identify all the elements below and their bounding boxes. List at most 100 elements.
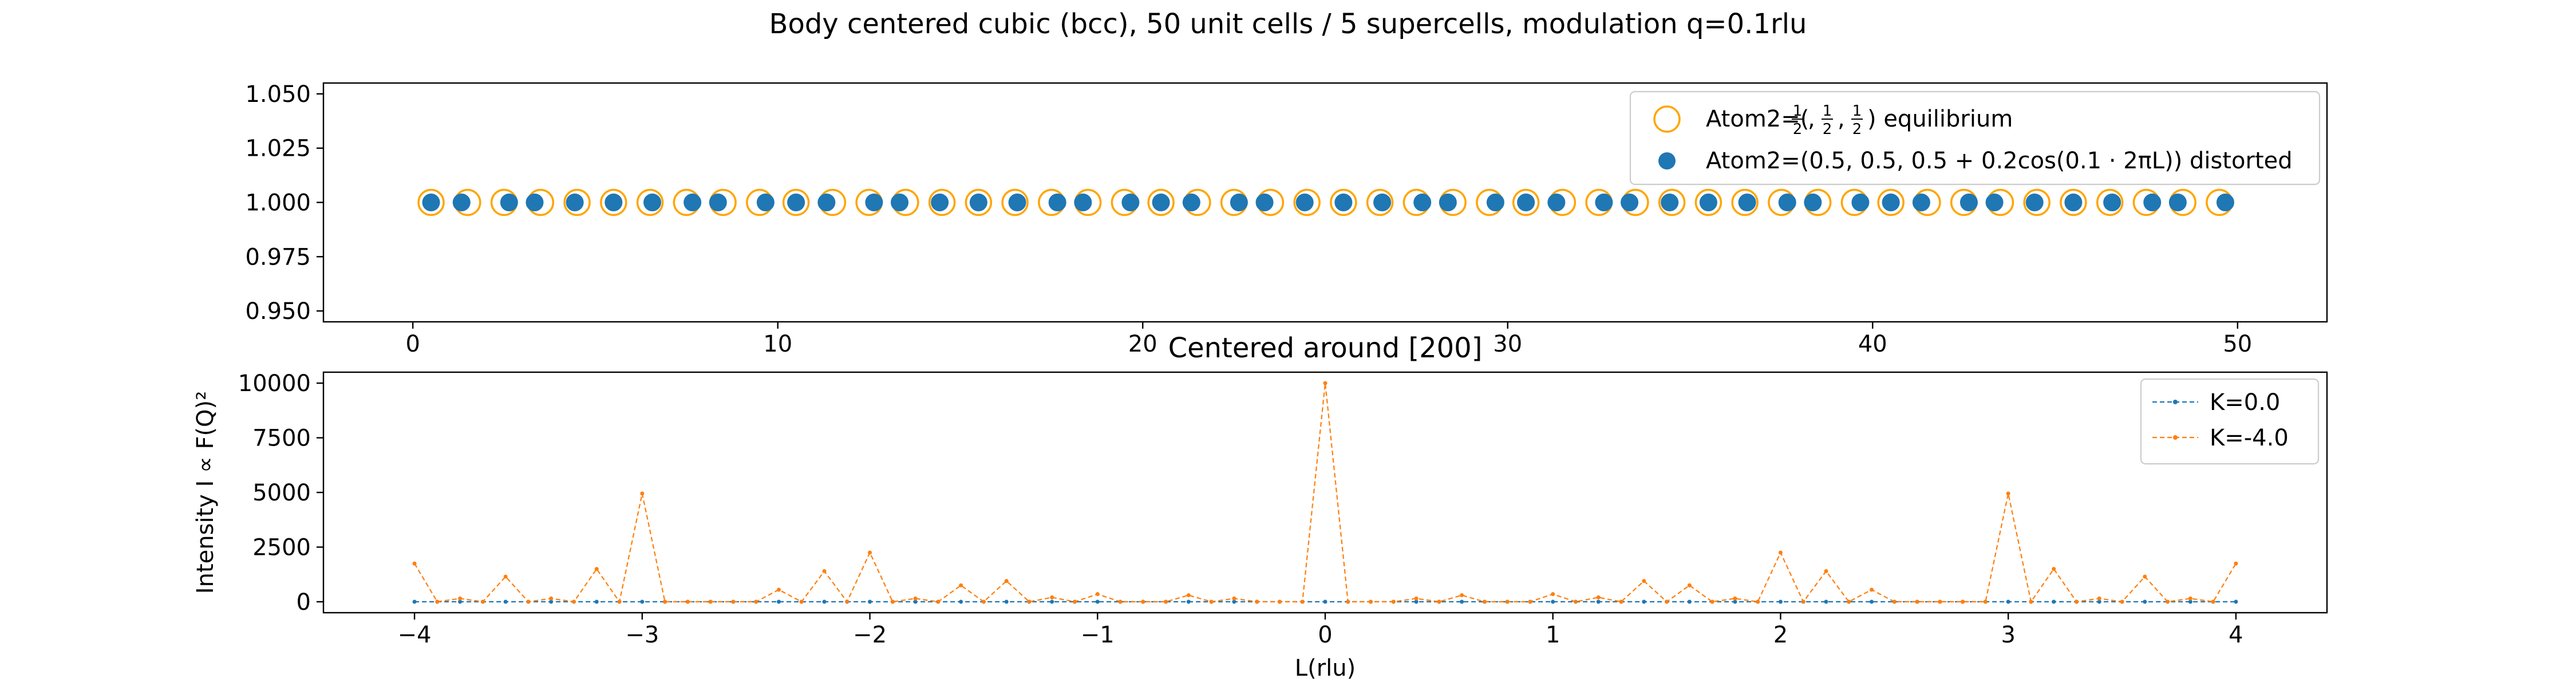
series-point-0	[2052, 600, 2056, 604]
legend-frame	[2140, 378, 2320, 465]
distorted-atom-point	[643, 194, 662, 211]
x-tick-label: 30	[1493, 331, 1522, 357]
bottom-panel-line: −4 −3 −2 −1 0 1 2 3 4025005000750010000Centered …	[192, 332, 2328, 681]
distorted-atom-point	[2103, 194, 2121, 211]
series-point-1	[1619, 600, 1623, 604]
distorted-atom-point	[526, 194, 544, 211]
distorted-atom-point	[1912, 194, 1930, 211]
distorted-atom-point	[1959, 194, 1978, 211]
series-point-0	[1778, 600, 1783, 604]
legend-distorted-marker	[1658, 152, 1676, 169]
series-point-1	[1596, 595, 1601, 600]
equilibrium-atom-point	[782, 188, 810, 216]
series-point-0	[458, 600, 463, 604]
x-tick-label: 50	[2223, 331, 2252, 357]
series-point-0	[868, 600, 872, 604]
series-point-0	[1596, 600, 1601, 604]
series-point-0	[959, 600, 963, 604]
series-point-1	[1437, 600, 1441, 604]
equilibrium-atom-point	[928, 188, 956, 216]
legend-frame	[1629, 90, 2321, 186]
series-point-1	[1482, 600, 1487, 604]
distorted-atom-point	[2168, 194, 2187, 211]
series-point-1	[1073, 600, 1077, 604]
series-point-1	[822, 569, 827, 573]
series-point-0	[503, 600, 508, 604]
x-tick-label: −3	[625, 622, 659, 648]
y-tick-label: 7500	[252, 425, 311, 452]
equilibrium-atom-point	[1731, 188, 1759, 216]
distorted-atom-point	[1985, 194, 2004, 211]
series-point-0	[594, 600, 599, 604]
distorted-atom-point	[787, 194, 805, 211]
series-point-1	[1027, 600, 1032, 604]
series-point-1	[1665, 600, 1669, 604]
legend-equilibrium-tail: ) equilibrium	[1867, 106, 2013, 132]
equilibrium-atom-point	[1512, 188, 1540, 216]
y-tick-label: 5000	[252, 480, 311, 506]
series-point-0	[1551, 600, 1555, 604]
equilibrium-atom-point	[417, 188, 445, 216]
series-point-1	[708, 600, 713, 604]
series-point-1	[1232, 596, 1236, 601]
x-tick-label: 3	[2001, 622, 2015, 648]
y-tick-label: 1.025	[245, 136, 311, 162]
bottom-legend: K=0.0 K=-4.0	[2140, 378, 2320, 465]
y-tick-label: 0	[297, 589, 311, 616]
x-tick-label: 1	[1546, 622, 1560, 648]
legend-equilibrium-marker	[1653, 105, 1681, 133]
figure-suptitle: Body centered cubic (bcc), 50 unit cells…	[769, 8, 1807, 40]
equilibrium-atom-point	[1147, 188, 1175, 216]
distorted-atom-point	[452, 194, 471, 211]
x-tick-label: −4	[398, 622, 432, 648]
series-point-1	[1915, 600, 1919, 604]
series-point-1	[435, 600, 440, 604]
equilibrium-atom-point	[2023, 188, 2050, 216]
y-axis-label: Intensity I ∝ F(Q)²	[192, 391, 219, 594]
series-point-1	[1050, 595, 1054, 600]
series-point-0	[1460, 600, 1464, 604]
distorted-atom-point	[1699, 194, 1717, 211]
series-point-0	[2143, 600, 2147, 604]
distorted-atom-point	[2064, 194, 2083, 211]
series-point-1	[2052, 567, 2056, 571]
x-tick-label: 20	[1128, 331, 1157, 357]
series-point-1	[913, 596, 918, 601]
equilibrium-atom-point	[636, 188, 664, 216]
distorted-atom-point	[1547, 194, 1566, 211]
equilibrium-atom-point	[2060, 188, 2087, 216]
series-point-1	[549, 596, 554, 601]
x-tick-label: 10	[763, 331, 792, 357]
equilibrium-atom-point	[1694, 188, 1722, 216]
distorted-atom-point	[1074, 194, 1092, 211]
series-point-0	[1870, 600, 1874, 604]
series-point-1	[1255, 600, 1259, 604]
series-point-1	[594, 567, 599, 571]
series-point-1	[1710, 600, 1714, 604]
top-panel-scatter: 0 10 20 30 40 50 0.950 0.975 1.000 1.025 1.050 Atom…	[245, 81, 2328, 357]
legend-series-label: K=0.0	[2210, 389, 2280, 416]
series-point-1	[1369, 600, 1373, 604]
series-point-1	[1528, 600, 1532, 604]
series-point-1	[1574, 600, 1578, 604]
series-point-0	[1232, 600, 1236, 604]
series-point-1	[959, 583, 963, 588]
series-point-1	[617, 600, 622, 604]
distorted-atom-point	[1851, 194, 1870, 211]
series-point-0	[2006, 600, 2010, 604]
fraction-denominator: 2	[1852, 121, 1862, 138]
series-point-1	[1847, 600, 1851, 604]
series-point-1	[1323, 381, 1327, 385]
series-point-1	[799, 600, 804, 604]
distorted-atom-point	[1373, 194, 1392, 211]
series-point-0	[1095, 600, 1100, 604]
top-legend: Atom2=(12, 12, 12) equilibriumAtom2=(0.5, …	[1629, 90, 2321, 186]
legend-point-swatch	[2173, 400, 2178, 404]
series-point-1	[2075, 600, 2079, 604]
series-point-1	[1164, 600, 1168, 604]
x-tick-label: 4	[2229, 622, 2243, 648]
fraction-denominator: 2	[1823, 121, 1832, 138]
series-point-1	[890, 600, 895, 604]
y-tick-label: 1.000	[245, 190, 311, 216]
series-point-1	[845, 600, 850, 604]
